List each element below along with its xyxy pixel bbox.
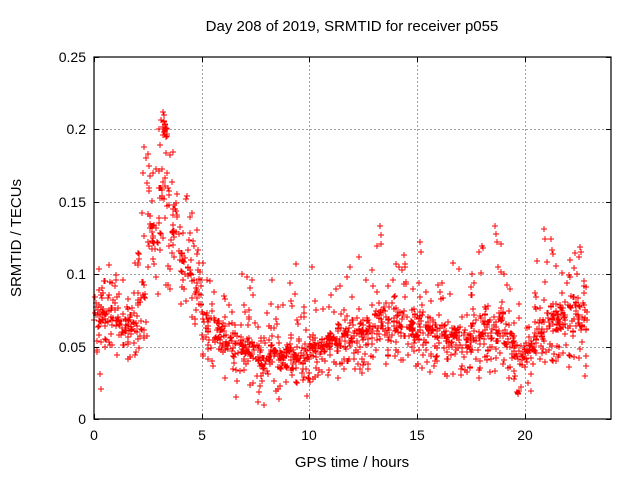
chart-title: Day 208 of 2019, SRMTID for receiver p05… [206,18,499,35]
y-tick-label: 0.2 [67,121,87,137]
x-tick-label: 20 [517,427,533,443]
y-tick-label: 0.25 [59,49,86,65]
scatter-points [91,109,590,408]
x-tick-label: 5 [198,427,206,443]
x-tick-label: 0 [90,427,98,443]
y-tick-label: 0.1 [67,266,87,282]
x-tick-label: 15 [409,427,425,443]
y-tick-labels: 0 0.05 0.1 0.15 0.2 0.25 [59,49,86,427]
x-tick-labels: 0 5 10 15 20 [90,427,533,443]
y-axis-label: SRMTID / TECUs [8,179,25,297]
y-tick-label: 0.15 [59,194,86,210]
y-tick-label: 0 [78,411,86,427]
y-tick-label: 0.05 [59,339,86,355]
plot-border [93,56,612,420]
axis-ticks [94,57,611,420]
x-tick-label: 10 [301,427,317,443]
x-axis-label: GPS time / hours [295,454,409,471]
